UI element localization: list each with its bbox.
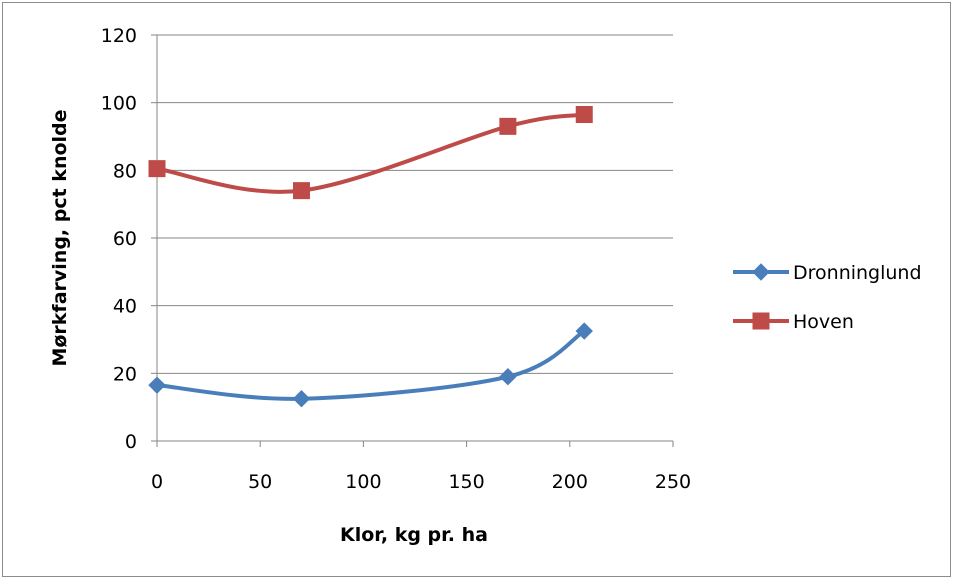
series-lines [155,112,587,401]
x-tick-label: 250 [655,471,691,493]
y-tick-label: 20 [113,363,137,385]
y-tick-label: 100 [101,93,137,115]
x-tick-label: 50 [248,471,272,493]
legend-item-dronninglund: Dronninglund [733,262,922,284]
y-tick-label: 60 [113,228,137,250]
x-tick-label: 150 [448,471,484,493]
x-tick-label: 100 [345,471,381,493]
data-point-dronninglund [148,376,166,394]
axes [151,34,674,447]
y-tick-label: 80 [113,160,137,182]
legend-marker [752,263,770,281]
series-markers [148,106,593,408]
legend: Dronninglund Hoven [733,262,922,333]
x-axis-title: Klor, kg pr. ha [340,524,488,546]
data-point-hoven [575,106,593,124]
data-point-dronninglund [575,322,593,340]
tick-labels: 0 20 40 60 80 100 120 0 50 100 150 200 250 [101,25,691,493]
x-tick-label: 200 [552,471,588,493]
data-point-hoven [499,117,517,135]
legend-label: Dronninglund [793,262,922,284]
series-line-hoven [155,112,587,194]
legend-marker [752,312,770,330]
gridlines [157,34,673,374]
data-point-dronninglund [292,390,311,408]
series-line-dronninglund [155,329,587,401]
x-tick-label: 0 [151,471,163,493]
legend-item-hoven: Hoven [733,311,854,333]
y-tick-label: 120 [101,25,137,47]
data-point-hoven [148,160,166,178]
y-tick-label: 40 [113,296,137,318]
data-point-hoven [292,182,310,200]
data-point-dronninglund [499,368,517,386]
y-tick-label: 0 [125,431,137,453]
y-axis-title: Mørkfarving, pct knolde [49,109,71,366]
legend-label: Hoven [793,311,854,333]
